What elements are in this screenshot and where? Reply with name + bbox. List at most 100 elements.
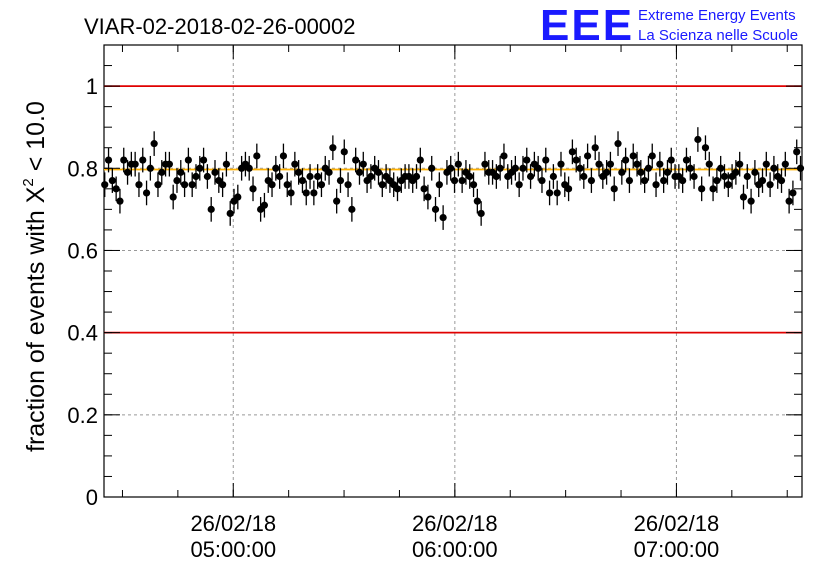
data-point	[781, 160, 789, 168]
data-point	[310, 189, 318, 197]
data-point	[584, 152, 592, 160]
data-point	[234, 193, 242, 201]
data-point	[222, 160, 231, 168]
data-point	[785, 197, 793, 205]
data-point	[732, 168, 740, 176]
data-point	[146, 164, 154, 172]
data-point	[545, 189, 554, 197]
data-point	[606, 160, 615, 168]
data-point	[295, 168, 303, 176]
data-point	[428, 164, 436, 172]
data-point	[154, 181, 162, 189]
data-point	[717, 164, 725, 172]
y-tick-label: 0.2	[67, 403, 98, 428]
grid-lines	[104, 45, 802, 497]
data-point	[713, 177, 721, 185]
data-point	[686, 164, 694, 172]
data-point	[352, 156, 360, 164]
data-point	[591, 144, 599, 152]
data-point	[705, 160, 713, 168]
data-point	[192, 172, 200, 181]
data-points	[101, 127, 805, 230]
data-point	[173, 177, 181, 185]
data-point	[534, 164, 542, 172]
x-tick-labels: 26/02/1805:00:0026/02/1806:00:0026/02/18…	[190, 511, 719, 562]
data-point	[625, 177, 634, 185]
data-point	[622, 156, 630, 164]
data-point	[656, 160, 664, 168]
data-point	[131, 160, 139, 168]
data-point	[207, 205, 215, 213]
data-point	[747, 197, 755, 205]
data-point	[523, 156, 531, 164]
data-point	[348, 205, 356, 213]
data-point	[412, 172, 421, 181]
data-point	[283, 181, 291, 189]
data-point	[743, 172, 751, 181]
data-point	[325, 168, 333, 176]
y-tick-label: 1	[86, 74, 98, 99]
data-point	[116, 197, 124, 205]
data-point	[644, 164, 653, 172]
data-point	[120, 156, 128, 164]
data-point	[667, 156, 675, 164]
x-tick-label-date: 26/02/18	[190, 511, 276, 536]
x-tick-label-date: 26/02/18	[634, 511, 720, 536]
x-tick-label-time: 06:00:00	[412, 537, 498, 562]
logo-eee-text: EEE	[540, 1, 634, 50]
data-point	[355, 168, 364, 176]
data-point	[679, 177, 687, 185]
data-point	[306, 172, 314, 181]
data-point	[758, 177, 767, 185]
data-point	[158, 168, 166, 176]
data-point	[424, 193, 432, 201]
data-point	[724, 181, 732, 189]
data-point	[739, 193, 748, 201]
data-point	[226, 209, 234, 218]
data-point	[629, 152, 637, 160]
y-tick-label: 0.4	[67, 321, 98, 346]
data-point	[211, 168, 219, 176]
data-point	[595, 160, 603, 168]
data-point	[150, 140, 158, 148]
data-point	[317, 181, 326, 189]
y-tick-labels: 0 0.2 0.4 0.6 0.8 1	[67, 74, 98, 510]
data-point	[751, 168, 759, 176]
data-point	[473, 197, 481, 205]
y-axis-label: fraction of events with X2 < 10.0	[20, 101, 50, 452]
axis-ticks	[104, 44, 802, 498]
data-point	[458, 177, 466, 185]
data-point	[279, 152, 288, 160]
y-tick-label: 0.8	[67, 156, 98, 181]
data-point	[770, 164, 778, 172]
y-axis-label-tail: < 10.0	[22, 101, 50, 178]
data-point	[272, 164, 280, 172]
data-point	[682, 156, 691, 164]
data-point	[641, 177, 649, 185]
data-point	[690, 172, 698, 181]
data-point	[614, 140, 622, 148]
data-point	[557, 160, 565, 168]
x-tick-label-time: 05:00:00	[190, 537, 276, 562]
plot-area	[103, 44, 803, 498]
data-point	[219, 181, 227, 189]
data-point	[340, 148, 348, 156]
data-point	[199, 156, 208, 164]
data-point	[481, 160, 489, 168]
data-point	[701, 144, 710, 152]
data-point	[519, 164, 527, 172]
data-point	[359, 160, 367, 168]
data-point	[203, 172, 211, 181]
data-point	[538, 177, 546, 185]
data-point	[291, 160, 299, 168]
data-point	[180, 181, 189, 189]
data-point	[511, 164, 519, 172]
data-point	[253, 152, 261, 160]
data-point	[344, 181, 352, 189]
data-point	[796, 164, 805, 172]
data-point	[492, 172, 500, 181]
data-point	[549, 172, 557, 181]
data-point	[260, 201, 269, 209]
data-point	[139, 156, 147, 164]
data-point	[572, 156, 580, 164]
